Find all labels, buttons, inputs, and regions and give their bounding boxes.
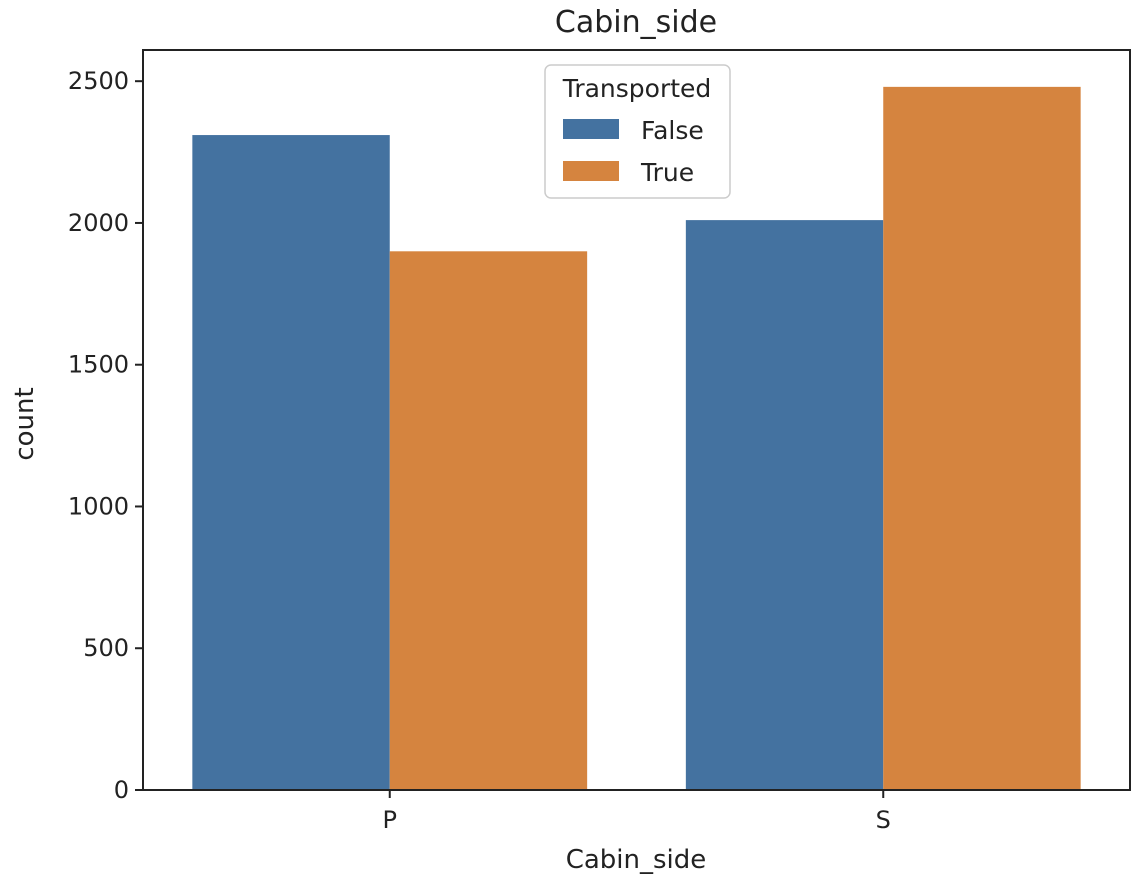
- y-tick-label: 1000: [68, 492, 129, 520]
- y-tick-label: 2000: [68, 209, 129, 237]
- legend: Transported False True: [544, 64, 731, 199]
- legend-label-false: False: [641, 116, 704, 145]
- legend-swatch-true: [563, 161, 619, 181]
- legend-title: Transported: [562, 74, 712, 103]
- x-tick-label-p: P: [383, 806, 397, 834]
- legend-swatch-false: [563, 119, 619, 139]
- y-axis-label: count: [10, 387, 40, 460]
- legend-items: False True: [563, 116, 704, 187]
- plot-frame: [142, 49, 1131, 791]
- y-ticks-group: 0 500 1000 1500 2000 2500: [68, 67, 143, 804]
- y-tick-label: 1500: [68, 351, 129, 379]
- legend-label-true: True: [640, 158, 694, 187]
- bars-group: [192, 86, 1081, 791]
- y-tick-label: 2500: [68, 67, 129, 95]
- bar-p-false: [192, 135, 390, 790]
- bar-s-false: [685, 220, 884, 791]
- x-axis-label: Cabin_side: [566, 845, 707, 875]
- x-tick-label-s: S: [876, 806, 891, 834]
- chart-title: Cabin_side: [555, 5, 717, 40]
- y-tick-label: 0: [114, 776, 129, 804]
- y-tick-label: 500: [83, 634, 129, 662]
- bar-s-true: [883, 86, 1081, 791]
- bar-p-true: [389, 251, 588, 791]
